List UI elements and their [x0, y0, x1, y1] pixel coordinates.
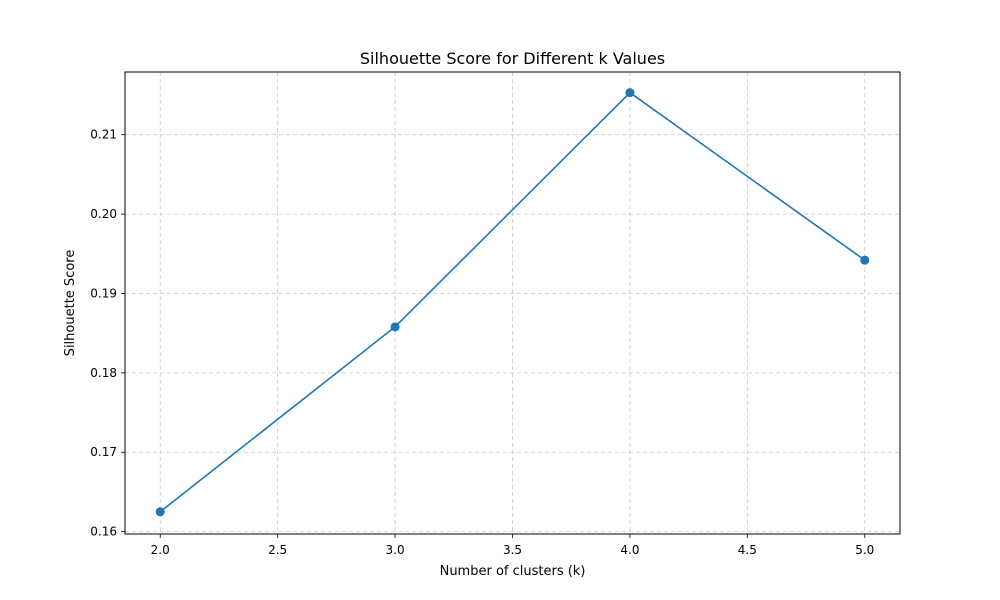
y-tick-label: 0.18	[90, 366, 117, 380]
y-tick-label: 0.20	[90, 207, 117, 221]
data-point	[390, 322, 400, 332]
x-tick-label: 5.0	[855, 543, 874, 557]
x-tick-label: 4.5	[738, 543, 757, 557]
y-axis-label: Silhouette Score	[63, 250, 78, 357]
x-tick-label: 2.5	[268, 543, 287, 557]
x-tick-label: 2.0	[151, 543, 170, 557]
series-line	[159, 91, 866, 513]
y-tick-label: 0.21	[90, 128, 117, 142]
x-tick-label: 3.5	[503, 543, 522, 557]
chart-title: Silhouette Score for Different k Values	[360, 49, 665, 68]
data-point	[625, 88, 635, 98]
data-series	[155, 88, 870, 517]
data-point	[155, 507, 165, 517]
x-tick-label: 4.0	[620, 543, 639, 557]
y-tick-label: 0.19	[90, 286, 117, 300]
data-point	[860, 255, 870, 265]
x-tick-label: 3.0	[386, 543, 405, 557]
y-tick-label: 0.16	[90, 525, 117, 539]
y-tick-label: 0.17	[90, 445, 117, 459]
axis-ticks: 2.0 2.5 3.0 3.5 4.0 4.5 5.0 0.16 0.17 0.18 0.19 0.2…	[90, 128, 874, 557]
grid-lines	[125, 72, 900, 534]
x-axis-label: Number of clusters (k)	[440, 564, 586, 579]
